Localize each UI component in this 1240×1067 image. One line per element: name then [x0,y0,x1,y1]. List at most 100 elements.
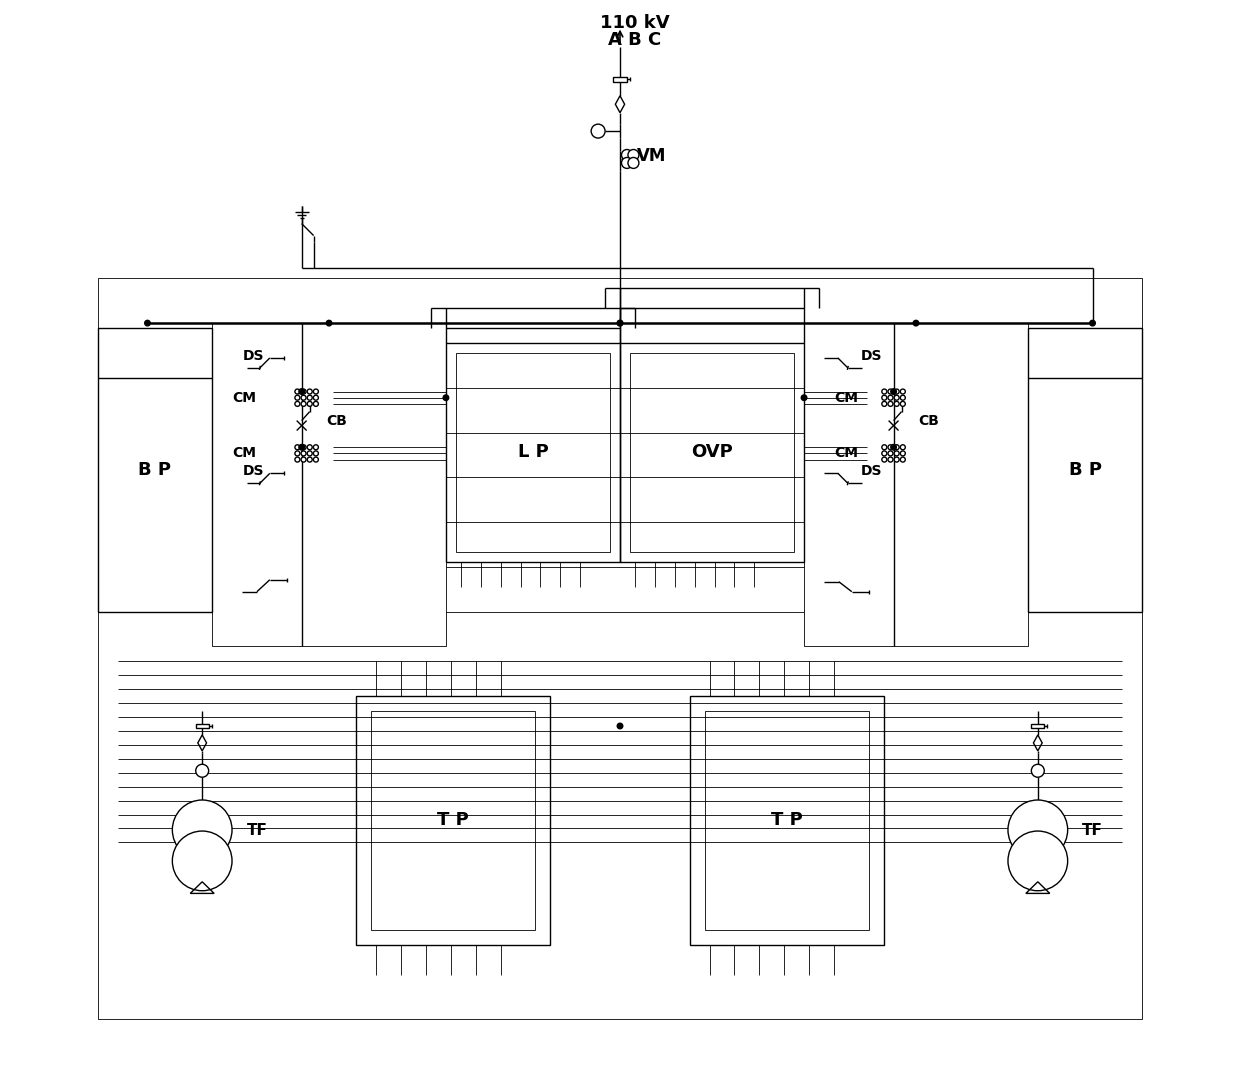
Circle shape [882,445,887,449]
Text: B P: B P [139,461,171,479]
Circle shape [308,445,312,449]
Circle shape [301,395,306,400]
Circle shape [894,445,899,449]
Circle shape [295,451,300,456]
Bar [98,278,1142,1019]
Circle shape [900,395,905,400]
Circle shape [301,445,306,449]
Circle shape [888,401,893,407]
Bar [356,696,551,945]
Text: 110 kV: 110 kV [600,14,670,32]
Circle shape [621,149,632,160]
Circle shape [308,451,312,456]
Circle shape [1032,764,1044,777]
Circle shape [172,831,232,891]
Circle shape [326,320,332,325]
Circle shape [888,389,893,394]
Circle shape [301,451,306,456]
Circle shape [882,389,887,394]
Bar [196,724,208,728]
Text: B P: B P [1069,461,1101,479]
Text: CM: CM [833,391,858,404]
Bar [620,343,804,562]
Circle shape [618,320,622,325]
Circle shape [308,401,312,407]
Circle shape [295,445,300,449]
Circle shape [888,395,893,400]
Circle shape [890,388,897,395]
Circle shape [314,451,319,456]
Circle shape [888,451,893,456]
Bar [446,343,620,562]
Circle shape [627,149,639,160]
Circle shape [900,389,905,394]
Bar [704,711,869,930]
Text: TF: TF [247,823,268,838]
Circle shape [1090,320,1095,325]
Bar [456,353,610,552]
Circle shape [295,457,300,462]
Circle shape [308,395,312,400]
Circle shape [145,320,150,325]
Text: DS: DS [861,349,883,363]
Circle shape [882,457,887,462]
Circle shape [1008,831,1068,891]
Circle shape [913,320,919,325]
Circle shape [900,451,905,456]
Circle shape [888,445,893,449]
Text: DS: DS [243,464,264,478]
Circle shape [308,457,312,462]
Text: DS: DS [243,349,264,363]
Circle shape [295,395,300,400]
Text: OVP: OVP [691,444,733,461]
Bar [689,696,884,945]
Bar [98,328,212,611]
Circle shape [882,451,887,456]
Circle shape [591,124,605,138]
Text: VM: VM [637,147,667,165]
Circle shape [299,445,305,450]
Circle shape [172,800,232,860]
Circle shape [900,445,905,449]
Circle shape [894,451,899,456]
Circle shape [627,158,639,169]
Circle shape [882,395,887,400]
Bar [371,711,536,930]
Circle shape [801,395,807,400]
Text: T P: T P [771,812,802,829]
Text: CB: CB [326,414,347,428]
Circle shape [1008,800,1068,860]
Text: T P: T P [438,812,469,829]
Text: TF: TF [1083,823,1102,838]
Circle shape [301,401,306,407]
Bar [630,353,794,552]
Circle shape [443,395,449,400]
Text: A B C: A B C [609,31,662,49]
Text: DS: DS [861,464,883,478]
Circle shape [299,388,305,395]
Bar [1032,724,1044,728]
Circle shape [314,389,319,394]
Text: CM: CM [833,446,858,461]
Circle shape [196,764,208,777]
Circle shape [314,401,319,407]
Circle shape [621,158,632,169]
Bar [804,323,1028,647]
Circle shape [618,320,622,325]
Circle shape [308,389,312,394]
Circle shape [894,457,899,462]
Circle shape [888,457,893,462]
Circle shape [314,457,319,462]
Text: CM: CM [232,446,255,461]
Circle shape [618,723,622,729]
Circle shape [900,401,905,407]
Circle shape [900,457,905,462]
Text: CM: CM [232,391,255,404]
Circle shape [314,445,319,449]
Circle shape [314,395,319,400]
Circle shape [301,389,306,394]
Bar [212,323,446,647]
Circle shape [295,401,300,407]
Circle shape [295,389,300,394]
Circle shape [894,395,899,400]
